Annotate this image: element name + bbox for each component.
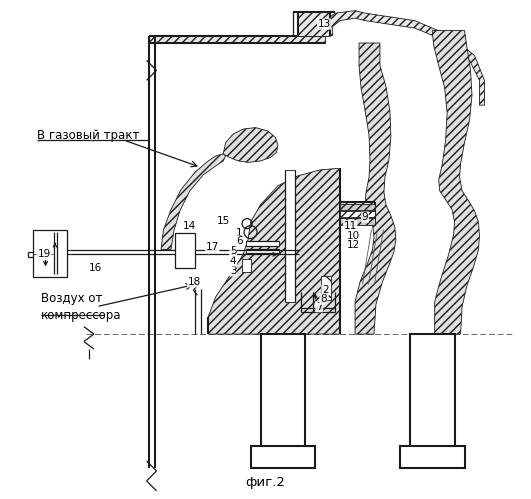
Text: 14: 14 — [183, 221, 196, 231]
Bar — [246, 249, 279, 253]
Bar — [400, 446, 465, 469]
Text: В газовый тракт: В газовый тракт — [37, 129, 139, 142]
Text: 17: 17 — [205, 242, 219, 252]
Bar — [340, 218, 375, 225]
Text: 4: 4 — [230, 256, 236, 266]
Polygon shape — [208, 168, 340, 334]
Text: 11: 11 — [344, 221, 357, 231]
Text: Воздух от
компрессора: Воздух от компрессора — [40, 292, 121, 322]
Text: 7: 7 — [316, 302, 322, 312]
Bar — [32, 230, 67, 277]
Bar — [410, 334, 455, 449]
Polygon shape — [161, 154, 226, 250]
Text: 12: 12 — [347, 240, 360, 250]
Bar — [149, 35, 325, 43]
Bar — [242, 259, 251, 272]
Polygon shape — [223, 128, 278, 162]
Bar — [251, 446, 315, 469]
Polygon shape — [355, 43, 396, 334]
Text: 3: 3 — [230, 266, 236, 276]
Text: 6: 6 — [236, 236, 243, 246]
Bar — [340, 204, 375, 210]
Bar — [285, 170, 295, 302]
Text: 15: 15 — [217, 216, 230, 226]
Polygon shape — [340, 202, 375, 220]
Bar — [261, 334, 305, 449]
Polygon shape — [325, 10, 484, 105]
Text: 9: 9 — [362, 212, 369, 222]
Text: 8: 8 — [320, 294, 327, 304]
Bar — [298, 11, 330, 35]
Text: 18: 18 — [188, 277, 201, 287]
Text: 2: 2 — [322, 285, 329, 295]
Text: фиг.2: фиг.2 — [245, 477, 286, 490]
Text: 19: 19 — [38, 250, 50, 259]
Bar — [321, 276, 331, 300]
Bar — [340, 211, 375, 217]
Text: 1: 1 — [236, 228, 243, 238]
Bar — [246, 241, 279, 246]
Text: 13: 13 — [318, 19, 331, 29]
Text: 10: 10 — [347, 231, 360, 241]
Text: 5: 5 — [230, 246, 236, 256]
Bar — [175, 233, 195, 268]
Polygon shape — [432, 30, 479, 334]
Text: 16: 16 — [89, 263, 102, 273]
